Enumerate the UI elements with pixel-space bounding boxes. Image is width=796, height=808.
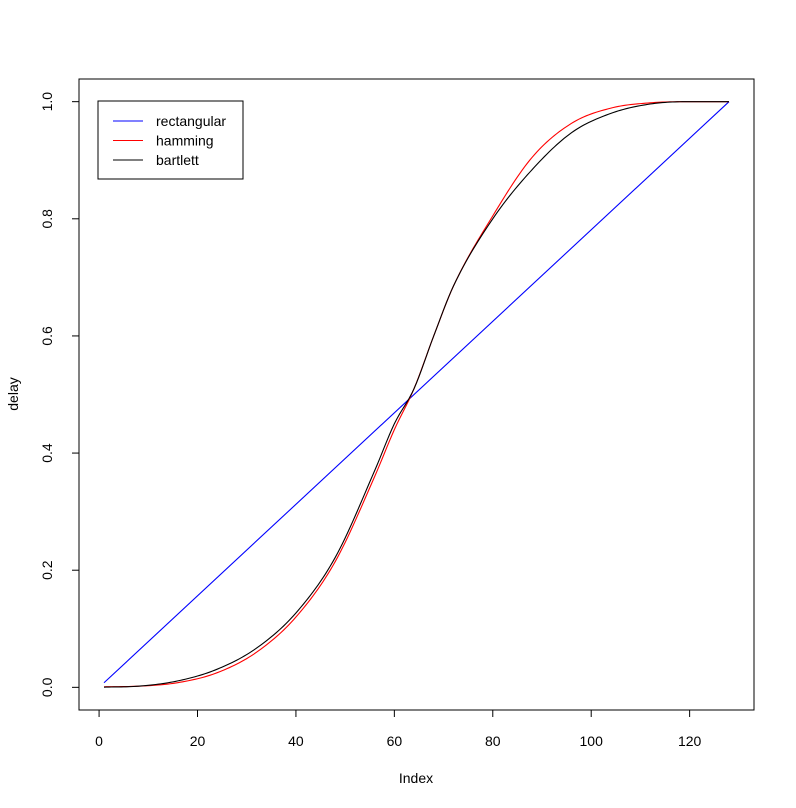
- x-tick-label: 80: [485, 733, 501, 749]
- y-tick-label: 1.0: [39, 92, 55, 112]
- y-axis: 0.0 0.2 0.4 0.6 0.8 1.0: [39, 92, 80, 697]
- x-tick-label: 120: [678, 733, 702, 749]
- y-tick-label: 0.0: [39, 677, 55, 697]
- x-tick-label: 100: [580, 733, 604, 749]
- legend-label-bartlett: bartlett: [156, 152, 199, 168]
- x-tick-label: 60: [387, 733, 403, 749]
- x-tick-label: 40: [288, 733, 304, 749]
- series-layer: [103, 101, 730, 688]
- legend-label-hamming: hamming: [156, 133, 214, 149]
- y-tick-label: 0.6: [39, 326, 55, 346]
- y-tick-label: 0.4: [39, 443, 55, 463]
- y-tick-label: 0.2: [39, 560, 55, 580]
- x-axis: 0 20 40 60 80 100 120: [95, 709, 702, 749]
- x-tick-label: 0: [95, 733, 103, 749]
- x-tick-label: 20: [190, 733, 206, 749]
- y-tick-label: 0.8: [39, 209, 55, 229]
- series-line-bartlett: [103, 101, 729, 688]
- series-line-rectangular: [103, 101, 730, 684]
- x-axis-label: Index: [399, 770, 433, 786]
- legend: rectangular hamming bartlett: [97, 100, 244, 180]
- legend-label-rectangular: rectangular: [156, 113, 226, 129]
- y-axis-label: delay: [5, 377, 21, 410]
